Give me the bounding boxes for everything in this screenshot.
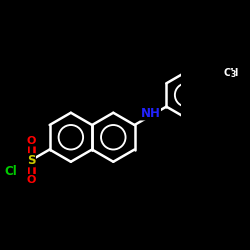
Text: 3: 3 [230,70,235,79]
Text: CH: CH [223,68,239,78]
Text: NH: NH [140,107,160,120]
Text: S: S [27,154,35,167]
Text: O: O [26,136,36,146]
Text: O: O [26,174,36,184]
Text: Cl: Cl [4,165,17,178]
